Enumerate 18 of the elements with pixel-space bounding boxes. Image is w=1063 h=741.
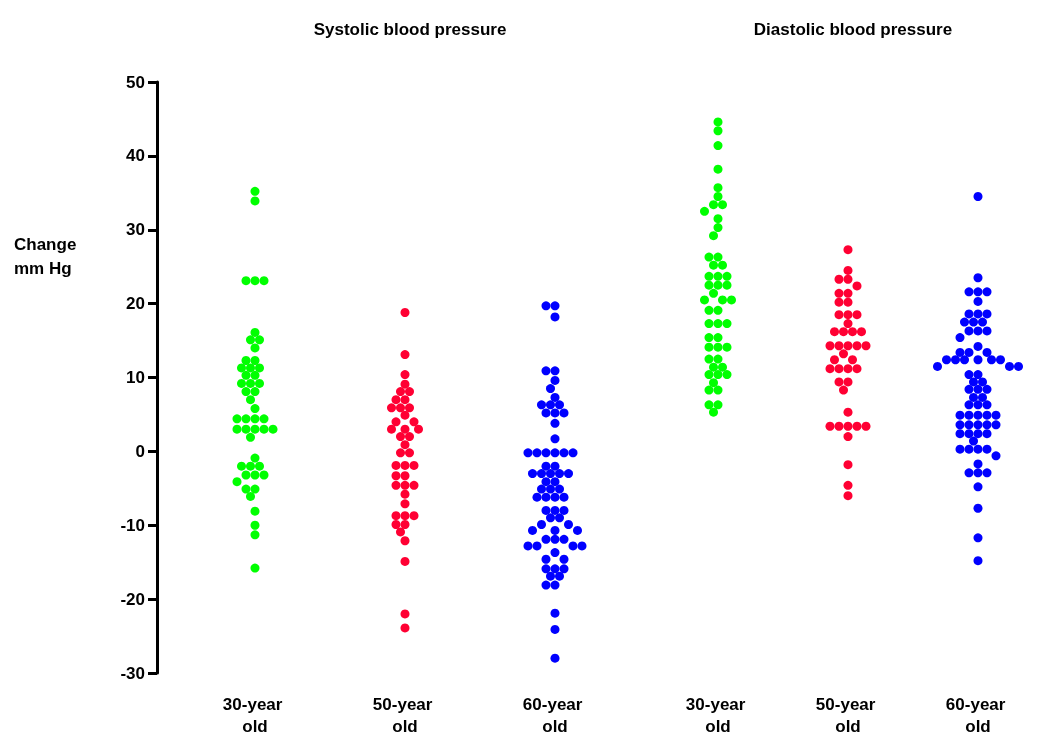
x-tick-label: 30-year old <box>222 694 288 736</box>
x-tick-label: 60-year old <box>522 694 588 736</box>
y-tick-label: 0 <box>135 441 145 461</box>
y-tick-label: -30 <box>120 663 145 683</box>
y-tick-label: -10 <box>120 515 145 535</box>
y-tick-label: 50 <box>126 72 145 92</box>
x-tick-label: 50-year old <box>815 694 881 736</box>
y-tick-label: 10 <box>126 368 145 387</box>
y-tick-label: 20 <box>126 294 145 314</box>
chart-title: Diastolic blood pressure <box>753 20 953 39</box>
x-tick-label: 50-year old <box>372 694 438 736</box>
y-tick-label: 40 <box>126 146 145 166</box>
x-tick-label: 30-year old <box>685 694 751 736</box>
chart-title: Systolic blood pressure <box>313 20 507 39</box>
x-tick-label: 60-year old <box>945 694 1011 736</box>
y-axis-title: Change mm Hg <box>14 234 82 278</box>
y-tick-label: -20 <box>120 589 145 609</box>
y-tick-label: 30 <box>126 220 145 240</box>
